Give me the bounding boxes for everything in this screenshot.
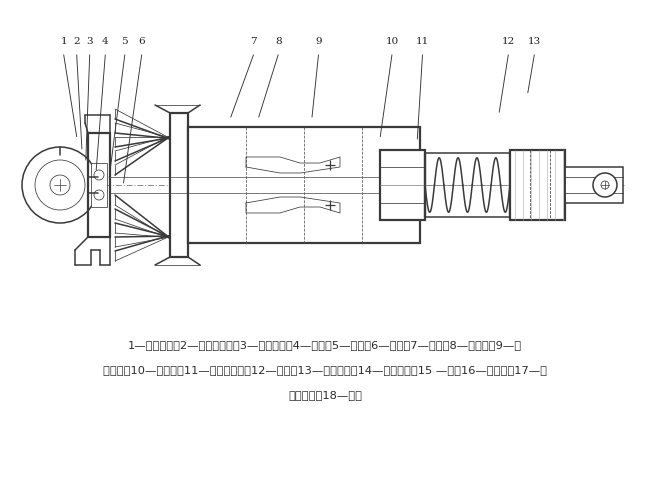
- Circle shape: [94, 190, 104, 200]
- Circle shape: [601, 181, 609, 189]
- Circle shape: [593, 173, 617, 197]
- Text: 7: 7: [250, 37, 257, 46]
- Text: 4: 4: [102, 37, 109, 46]
- Text: 1: 1: [60, 37, 67, 46]
- Text: 带杆托盘；18—扁头: 带杆托盘；18—扁头: [288, 390, 362, 400]
- Circle shape: [50, 175, 70, 195]
- Text: 6: 6: [138, 37, 145, 46]
- Circle shape: [35, 160, 85, 210]
- Bar: [380, 150, 425, 220]
- Text: 1—限位装置；2—防带杆装置；3—上端法兰；4—挡环；5—转环；6—芯杆；7—键条；8—加压台；9—导: 1—限位装置；2—防带杆装置；3—上端法兰；4—挡环；5—转环；6—芯杆；7—键…: [128, 340, 522, 350]
- Text: 8: 8: [275, 37, 281, 46]
- Circle shape: [22, 147, 98, 223]
- Bar: [565, 167, 623, 203]
- Text: 12: 12: [502, 37, 515, 46]
- Bar: [91, 163, 107, 207]
- Text: 5: 5: [122, 37, 128, 46]
- Text: 9: 9: [315, 37, 322, 46]
- Bar: [510, 150, 565, 220]
- Text: 11: 11: [416, 37, 429, 46]
- Text: 13: 13: [528, 37, 541, 46]
- Text: 10: 10: [385, 37, 398, 46]
- Text: 2: 2: [73, 37, 80, 46]
- Bar: [188, 127, 420, 243]
- Circle shape: [94, 170, 104, 180]
- Text: 向斜块；10—分水盘；11—下减震装置；12—方头；13—钒杆销轴；14—减震总成；15 —杆；16—中间杆；17—防: 向斜块；10—分水盘；11—下减震装置；12—方头；13—钒杆销轴；14—减震总…: [103, 365, 547, 375]
- Text: 3: 3: [86, 37, 93, 46]
- Bar: [170, 113, 188, 257]
